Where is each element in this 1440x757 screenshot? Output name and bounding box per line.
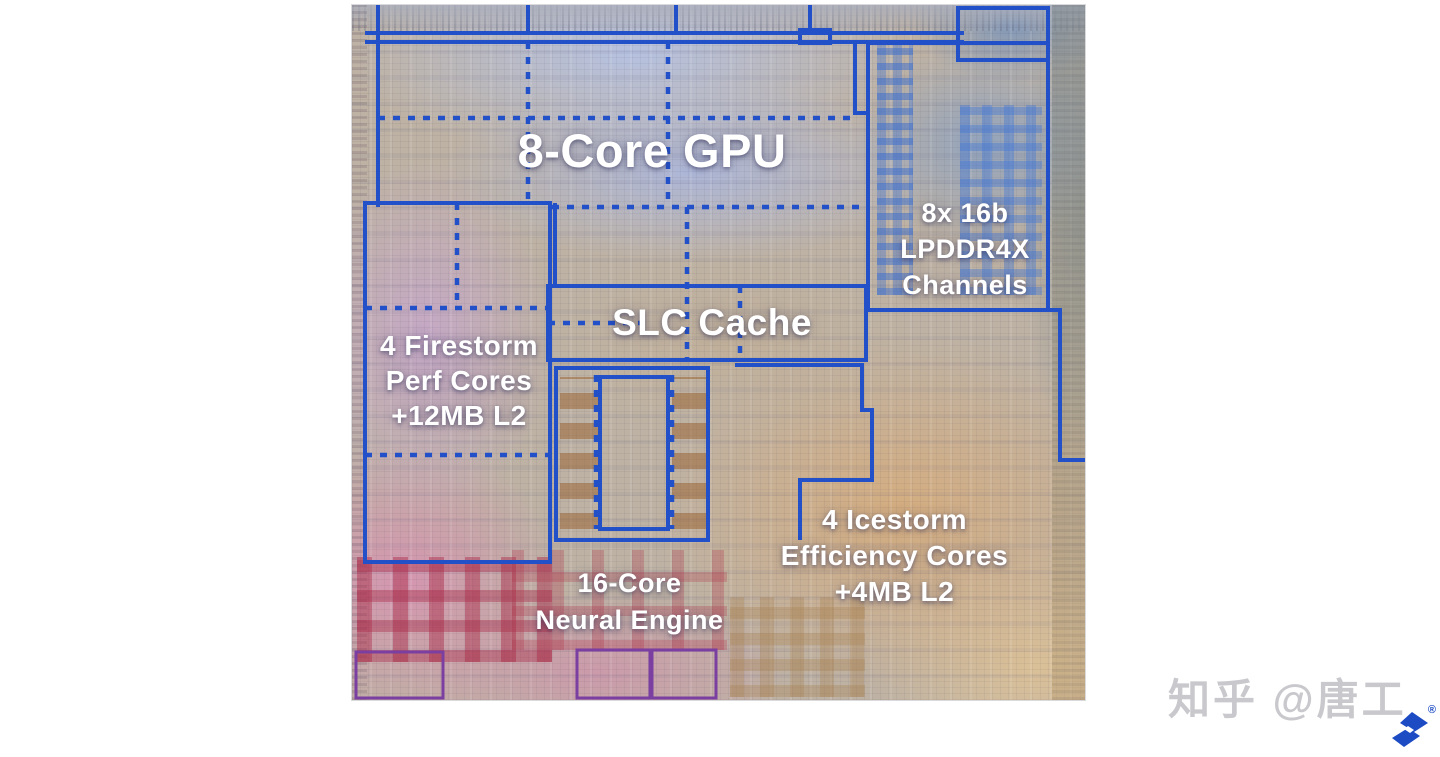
die-right-io-strip bbox=[1052, 5, 1085, 700]
icestorm-label-line3: +4MB L2 bbox=[834, 576, 955, 607]
lpddr-label-line1: 8x 16b bbox=[921, 198, 1009, 228]
neural-label-line1: 16-Core bbox=[577, 568, 682, 598]
firestorm-label-line3: +12MB L2 bbox=[391, 400, 527, 431]
bottom-purple-box2 bbox=[575, 648, 652, 700]
bottom-purple-box1 bbox=[354, 650, 445, 700]
amx-block-texture-right bbox=[672, 377, 708, 529]
memory-block-texture-b bbox=[960, 105, 1042, 295]
lpddr-right-step bbox=[1048, 308, 1085, 462]
icestorm-label-line2: Efficiency Cores bbox=[780, 540, 1009, 571]
firestorm-label-line1: 4 Firestorm bbox=[380, 330, 538, 361]
die-shot-image: 8-Core GPU 8x 16b LPDDR4X Channels SLC C… bbox=[352, 5, 1085, 700]
memory-block-texture-a bbox=[877, 40, 913, 295]
bottom-purple-box3 bbox=[650, 648, 718, 700]
lpddr-top-block-outline bbox=[956, 6, 1050, 62]
amx-block-texture-left bbox=[560, 377, 598, 529]
slc-label-line: SLC Cache bbox=[612, 302, 812, 343]
firestorm-label-line2: Perf Cores bbox=[385, 365, 533, 396]
icestorm-label-line1: 4 Icestorm bbox=[821, 504, 968, 535]
brand-logo: ® bbox=[1392, 704, 1436, 754]
zhihu-watermark: 知乎 @唐工 bbox=[1168, 676, 1407, 723]
lpddr-region-outline bbox=[866, 41, 1050, 312]
annotation-lines bbox=[354, 5, 1085, 700]
gpu-region-label: 8-Core GPU bbox=[452, 123, 852, 178]
brand-logo-icon bbox=[1392, 712, 1428, 747]
gpu-top-small-box bbox=[798, 28, 832, 45]
icestorm-region-label: 4 Icestorm Efficiency Cores +4MB L2 bbox=[742, 502, 1047, 610]
amx-outline bbox=[554, 366, 710, 542]
icestorm-outline bbox=[735, 363, 874, 540]
neural-region-label: 16-Core Neural Engine bbox=[477, 565, 782, 639]
slc-region-label: SLC Cache bbox=[557, 302, 867, 344]
neural-block-texture bbox=[357, 557, 552, 662]
lpddr-label-line2: LPDDR4X bbox=[900, 234, 1030, 264]
registered-trademark-symbol: ® bbox=[1427, 704, 1436, 716]
amx-inner-outline bbox=[598, 375, 670, 531]
gpu-label-line: 8-Core GPU bbox=[517, 124, 787, 177]
neural-label-line2: Neural Engine bbox=[535, 605, 724, 635]
lpddr-region-label: 8x 16b LPDDR4X Channels bbox=[865, 195, 1065, 303]
lpddr-label-line3: Channels bbox=[902, 270, 1028, 300]
die-circuit-texture bbox=[352, 5, 1085, 700]
io-block-texture bbox=[730, 597, 865, 697]
firestorm-region-label: 4 Firestorm Perf Cores +12MB L2 bbox=[354, 328, 564, 433]
neural-block-texture-2 bbox=[512, 550, 727, 650]
die-color-patchwork bbox=[352, 5, 1085, 700]
